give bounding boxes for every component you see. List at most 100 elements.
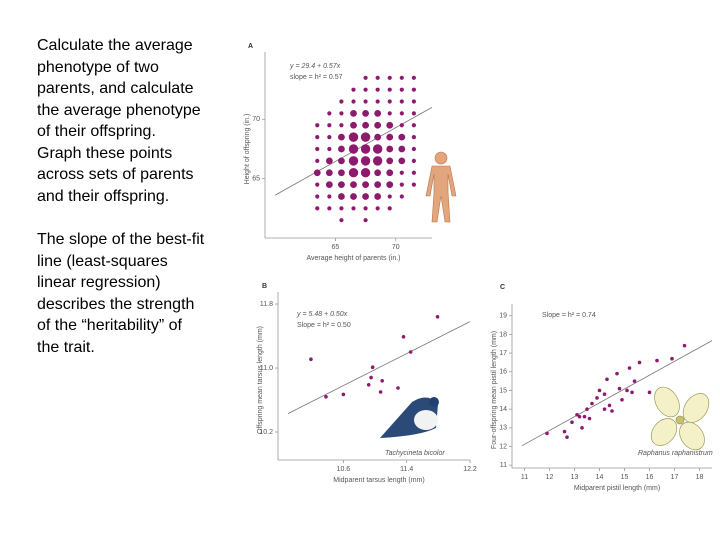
data-point bbox=[386, 181, 394, 189]
y-tick-label: 13 bbox=[499, 425, 507, 432]
data-point bbox=[338, 181, 345, 189]
text-line: The slope of the best-fit bbox=[37, 231, 205, 248]
data-point bbox=[682, 343, 687, 348]
data-point bbox=[348, 156, 359, 166]
data-point bbox=[625, 388, 629, 393]
data-point bbox=[587, 416, 592, 421]
data-point bbox=[620, 398, 624, 402]
x-axis-title: Midparent tarsus length (mm) bbox=[333, 477, 424, 484]
data-point bbox=[327, 146, 332, 152]
data-point bbox=[399, 75, 404, 80]
x-tick-label: 65 bbox=[331, 244, 339, 251]
y-tick-label: 70 bbox=[252, 116, 260, 123]
y-tick-label: 19 bbox=[499, 313, 507, 320]
data-point bbox=[411, 75, 416, 80]
y-tick-label: 17 bbox=[499, 350, 507, 357]
data-point bbox=[375, 206, 380, 211]
body-text: Calculate the average phenotype of two par… bbox=[37, 35, 204, 358]
data-point bbox=[399, 170, 404, 175]
data-point bbox=[363, 99, 368, 104]
text-line: and their offspring. bbox=[37, 187, 170, 205]
y-axis-title: Four-offspring mean pistil length (mm) bbox=[491, 331, 498, 449]
data-point bbox=[408, 350, 413, 354]
data-point bbox=[339, 206, 344, 211]
data-point bbox=[411, 111, 416, 116]
y-tick-label: 12 bbox=[499, 443, 507, 450]
data-point bbox=[339, 218, 344, 223]
slope-label: Slope = h² = 0.50 bbox=[297, 322, 351, 329]
data-point bbox=[338, 169, 345, 177]
data-point bbox=[396, 386, 400, 390]
data-point bbox=[362, 181, 369, 189]
data-point bbox=[387, 75, 392, 80]
data-point bbox=[411, 146, 416, 152]
data-point bbox=[562, 429, 567, 434]
data-point bbox=[363, 75, 368, 80]
x-axis-title: Midparent pistil length (mm) bbox=[574, 485, 660, 492]
data-point bbox=[374, 110, 382, 117]
text-line: the trait. bbox=[37, 338, 95, 356]
data-point bbox=[387, 206, 392, 211]
data-point bbox=[362, 110, 369, 117]
data-point bbox=[595, 396, 599, 400]
x-tick-label: 17 bbox=[671, 474, 679, 481]
data-point bbox=[399, 87, 404, 92]
y-axis-title: Height of offspring (in.) bbox=[244, 114, 251, 185]
data-point bbox=[374, 193, 382, 200]
x-tick-label: 15 bbox=[621, 474, 629, 481]
y-tick-label: 11.0 bbox=[260, 365, 273, 372]
data-point bbox=[387, 87, 392, 92]
data-point bbox=[339, 111, 344, 116]
data-point bbox=[327, 135, 332, 140]
data-point bbox=[341, 392, 346, 397]
data-point bbox=[386, 121, 394, 129]
x-tick-label: 16 bbox=[646, 474, 654, 481]
text-line: of the “heritability” of bbox=[37, 317, 182, 334]
data-point bbox=[338, 157, 345, 165]
data-point bbox=[399, 99, 404, 104]
paragraph: Calculate the average phenotype of two par… bbox=[37, 35, 204, 207]
fit-line bbox=[521, 340, 713, 447]
data-point bbox=[350, 181, 357, 189]
panel-letter: A bbox=[248, 43, 253, 50]
y-axis-title: Offspring mean tarsus length (mm) bbox=[257, 326, 264, 434]
data-point bbox=[363, 206, 368, 211]
data-point bbox=[375, 87, 380, 92]
data-point bbox=[348, 144, 359, 154]
y-tick-label: 18 bbox=[499, 331, 507, 338]
data-point bbox=[351, 206, 356, 211]
x-tick-label: 12 bbox=[546, 474, 554, 481]
data-point bbox=[325, 169, 333, 177]
data-point bbox=[411, 123, 416, 128]
data-point bbox=[350, 110, 357, 117]
slope-label: Slope = h² = 0.74 bbox=[542, 312, 596, 319]
data-point bbox=[411, 87, 416, 92]
data-point bbox=[605, 377, 609, 382]
data-point bbox=[348, 168, 359, 178]
data-point bbox=[378, 390, 383, 394]
data-point bbox=[315, 206, 320, 211]
text-line: phenotype of two bbox=[37, 58, 159, 76]
x-tick-label: 18 bbox=[696, 474, 704, 481]
data-point bbox=[637, 360, 642, 365]
data-point bbox=[339, 123, 344, 128]
data-point bbox=[387, 99, 392, 104]
text-line: Calculate the average bbox=[37, 37, 193, 54]
text-line: line (least-squares bbox=[37, 252, 168, 270]
data-point bbox=[411, 99, 416, 104]
text-line: linear regression) bbox=[37, 274, 161, 291]
data-point bbox=[372, 144, 383, 154]
y-tick-label: 65 bbox=[252, 176, 260, 183]
text-line: describes the strength bbox=[37, 295, 195, 313]
data-point bbox=[387, 111, 392, 116]
data-point bbox=[615, 371, 619, 376]
data-point bbox=[363, 87, 368, 92]
data-point bbox=[372, 156, 383, 166]
data-point bbox=[374, 181, 382, 189]
data-point bbox=[315, 123, 320, 128]
data-point bbox=[411, 170, 416, 175]
data-point bbox=[401, 335, 406, 339]
data-point bbox=[366, 383, 371, 387]
species-label: Tachycineta bicolor bbox=[385, 450, 445, 457]
